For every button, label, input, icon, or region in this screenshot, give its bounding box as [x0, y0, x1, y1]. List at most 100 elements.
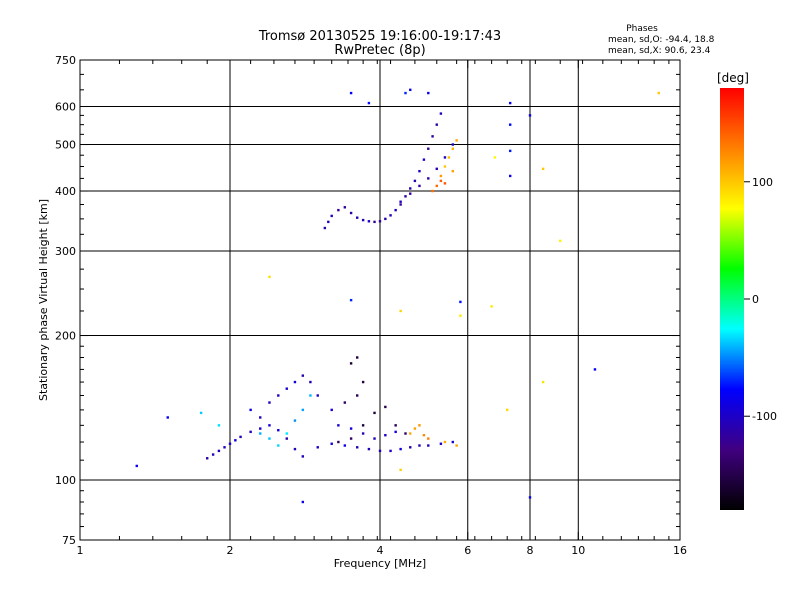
y-tick-label: 200: [55, 330, 76, 343]
data-point: [451, 143, 455, 146]
data-point: [249, 430, 252, 434]
data-point: [439, 174, 443, 178]
data-point: [657, 91, 660, 95]
data-point: [285, 432, 288, 435]
data-point: [277, 394, 280, 397]
y-tick-label: 750: [55, 54, 76, 67]
data-point: [384, 433, 387, 437]
data-point: [427, 437, 430, 440]
y-axis-label: Stationary phase Virtual Height [km]: [37, 199, 50, 401]
colorbar: [720, 88, 744, 510]
data-point: [373, 411, 376, 415]
data-point: [330, 408, 333, 412]
data-point: [431, 189, 434, 193]
data-point: [418, 444, 421, 447]
data-point: [443, 182, 447, 185]
data-point: [409, 88, 412, 92]
data-point: [451, 440, 455, 444]
colorbar-tick-label: -100: [752, 410, 777, 423]
data-point: [508, 101, 512, 105]
data-point: [455, 139, 458, 142]
data-point: [427, 91, 430, 95]
data-point: [508, 123, 512, 126]
data-point: [443, 440, 447, 444]
data-point: [355, 394, 359, 397]
data-point: [439, 112, 443, 115]
data-point: [239, 435, 242, 439]
data-point: [349, 362, 353, 365]
data-point: [199, 411, 203, 415]
data-point: [349, 298, 353, 302]
data-point: [427, 444, 430, 447]
chart-subtitle: RwPretec (8p): [334, 43, 425, 58]
data-point: [409, 192, 412, 195]
colorbar-tick-label: 0: [752, 293, 759, 306]
data-point: [217, 424, 221, 427]
data-point: [490, 305, 493, 308]
data-point: [349, 211, 353, 215]
data-point: [268, 275, 271, 279]
data-point: [268, 424, 271, 427]
data-point: [330, 442, 333, 445]
stats-title: Phases: [626, 24, 658, 34]
data-points: [135, 88, 660, 504]
data-point: [337, 440, 340, 444]
x-tick-label: 2: [227, 544, 234, 557]
data-point: [367, 220, 371, 223]
grid-lines: [80, 60, 680, 540]
y-tick-label: 100: [55, 474, 76, 487]
data-point: [443, 165, 447, 168]
data-point: [399, 447, 402, 451]
data-point: [451, 169, 455, 173]
data-point: [413, 179, 417, 183]
data-point: [166, 416, 169, 419]
data-point: [301, 408, 305, 412]
data-point: [343, 401, 347, 404]
data-point: [409, 432, 412, 435]
data-point: [323, 226, 327, 230]
data-point: [404, 91, 407, 95]
colorbar-ticks: 100 0 -100: [744, 176, 777, 423]
axis-ticks: 1 2 4 6 8 10 16 75 100 200 300 400 500 600 750: [55, 54, 687, 557]
data-point: [343, 444, 347, 447]
x-tick-label: 8: [527, 544, 534, 557]
data-point: [384, 405, 387, 409]
data-point: [349, 437, 353, 440]
data-point: [389, 214, 392, 217]
data-point: [439, 179, 443, 183]
data-point: [439, 442, 443, 445]
data-point: [447, 156, 451, 159]
series-upper-layer-yellow: [439, 139, 458, 178]
data-point: [337, 424, 340, 427]
series-scattered-warm: [268, 91, 660, 472]
data-point: [389, 449, 392, 453]
data-point: [259, 416, 262, 419]
data-point: [505, 408, 509, 412]
data-point: [451, 147, 455, 150]
data-point: [404, 195, 407, 198]
data-point: [384, 217, 387, 221]
data-point: [259, 432, 262, 435]
data-point: [337, 208, 340, 212]
data-point: [135, 464, 138, 468]
series-lower-layer-purple: [337, 356, 407, 444]
data-point: [361, 424, 365, 427]
data-point: [309, 380, 312, 384]
data-point: [316, 394, 319, 397]
data-point: [343, 206, 347, 209]
data-point: [418, 184, 421, 188]
data-point: [373, 437, 376, 440]
data-point: [409, 446, 412, 449]
series-lower-layer-yellow: [409, 424, 458, 447]
colorbar-tick-label: 100: [752, 176, 773, 189]
data-point: [394, 208, 397, 212]
data-point: [435, 123, 438, 126]
data-point: [418, 424, 421, 427]
data-point: [223, 446, 226, 449]
data-point: [277, 429, 280, 432]
series-lower-layer: [205, 374, 455, 460]
data-point: [361, 432, 365, 435]
x-tick-label: 4: [377, 544, 384, 557]
x-tick-label: 10: [571, 544, 585, 557]
